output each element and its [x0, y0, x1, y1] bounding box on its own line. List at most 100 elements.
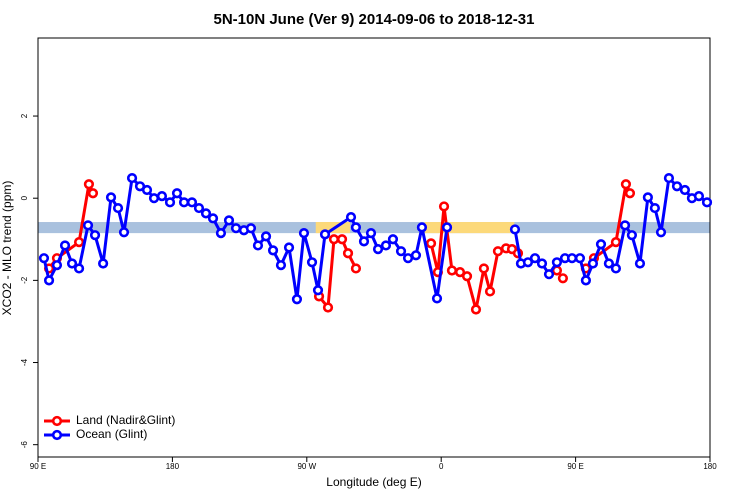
data-point — [574, 253, 586, 264]
data-point — [529, 253, 541, 264]
data-point — [148, 193, 160, 204]
data-point — [141, 184, 153, 196]
series-line — [42, 176, 449, 301]
data-point — [372, 244, 384, 255]
data-point — [431, 293, 443, 304]
data-point — [43, 275, 55, 286]
data-point — [38, 253, 50, 264]
data-point — [51, 260, 63, 271]
band-highlight — [424, 222, 515, 234]
data-point — [509, 224, 521, 235]
data-point — [580, 275, 592, 286]
data-point — [59, 240, 71, 251]
data-point — [306, 257, 318, 268]
data-point — [207, 213, 219, 224]
data-point — [260, 231, 272, 242]
data-point — [395, 246, 407, 257]
data-point — [624, 188, 636, 199]
data-point — [634, 258, 646, 269]
data-point — [112, 202, 124, 214]
data-point — [441, 222, 453, 233]
data-point — [252, 240, 264, 251]
y-tick-label: -4 — [20, 358, 29, 366]
data-point — [73, 263, 85, 274]
data-point — [245, 223, 257, 234]
data-point — [595, 239, 607, 250]
y-tick-label: 0 — [20, 195, 29, 200]
data-point — [478, 263, 490, 274]
data-point — [387, 234, 399, 245]
data-point — [410, 250, 422, 261]
x-tick-label: 0 — [439, 462, 444, 471]
chart-title: 5N-10N June (Ver 9) 2014-09-06 to 2018-1… — [213, 11, 534, 28]
data-point — [66, 258, 78, 269]
data-point — [663, 172, 675, 184]
y-tick-label: -2 — [20, 276, 29, 284]
data-point — [336, 234, 348, 245]
data-point — [470, 304, 482, 315]
data-point — [587, 258, 599, 269]
data-point — [156, 191, 168, 202]
data-point — [446, 265, 458, 276]
x-tick-label: 180 — [166, 462, 180, 471]
x-tick-label: 90 W — [297, 462, 316, 471]
data-point — [200, 208, 212, 219]
data-point — [358, 236, 370, 247]
data-point — [328, 234, 340, 245]
data-point — [671, 181, 683, 192]
data-point — [484, 286, 496, 297]
data-point — [319, 229, 331, 240]
data-point — [283, 242, 295, 253]
data-point — [365, 228, 377, 239]
data-point — [620, 179, 632, 190]
data-point — [522, 257, 534, 268]
data-point — [492, 246, 504, 257]
data-point — [557, 273, 569, 284]
data-point — [164, 197, 176, 208]
data-point — [215, 228, 227, 239]
data-point — [610, 263, 622, 274]
reference-band — [38, 222, 710, 234]
data-point — [223, 215, 235, 226]
y-tick-label: -6 — [20, 441, 29, 449]
data-point — [655, 227, 667, 238]
data-point — [425, 238, 437, 249]
data-point — [118, 227, 130, 238]
data-point — [543, 269, 555, 280]
data-point — [416, 222, 428, 233]
legend-label: Land (Nadir&Glint) — [76, 413, 175, 427]
data-point — [566, 253, 578, 264]
data-point — [171, 188, 183, 199]
data-point — [454, 267, 466, 278]
x-tick-label: 90 E — [30, 462, 46, 471]
data-point — [291, 294, 303, 305]
data-point — [275, 260, 287, 271]
plot-frame — [37, 37, 711, 458]
data-point — [350, 263, 362, 274]
data-point — [298, 228, 310, 239]
data-point — [267, 245, 279, 256]
data-point — [82, 220, 94, 231]
x-tick-label: 180 — [703, 462, 717, 471]
data-point — [438, 201, 450, 212]
data-point — [626, 230, 637, 241]
data-point — [610, 237, 622, 248]
data-point — [603, 258, 615, 269]
data-point — [73, 237, 85, 248]
y-axis-label: XCO2 - MLO trend (ppm) — [0, 181, 14, 316]
legend-label: Ocean (Glint) — [76, 427, 147, 441]
data-point — [693, 191, 705, 202]
data-point — [89, 230, 101, 241]
data-point — [649, 202, 660, 214]
data-point — [178, 197, 190, 208]
data-point — [380, 240, 392, 251]
data-point — [87, 188, 99, 199]
data-point — [312, 285, 324, 296]
data-point — [619, 220, 631, 231]
data-point — [345, 212, 357, 223]
data-point — [551, 257, 563, 268]
data-point — [679, 184, 691, 196]
data-point — [126, 172, 138, 184]
data-point — [342, 248, 354, 259]
